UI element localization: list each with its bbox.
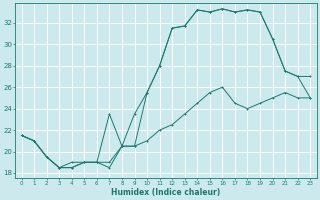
- X-axis label: Humidex (Indice chaleur): Humidex (Indice chaleur): [111, 188, 220, 197]
